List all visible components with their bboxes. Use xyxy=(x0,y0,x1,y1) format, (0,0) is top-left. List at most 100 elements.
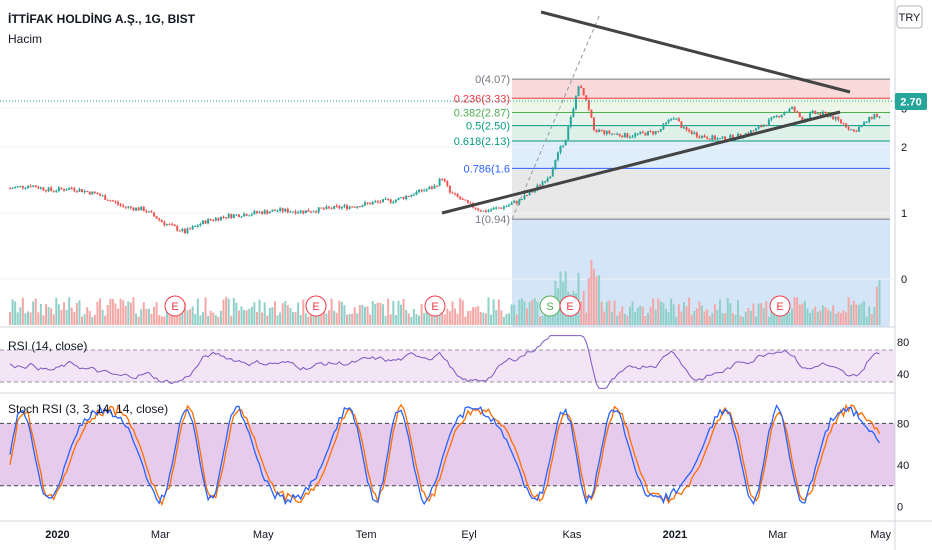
candle-body[interactable] xyxy=(37,187,40,189)
candle-body[interactable] xyxy=(798,112,801,118)
candle-body[interactable] xyxy=(230,214,233,218)
candle-body[interactable] xyxy=(173,224,176,227)
candle-body[interactable] xyxy=(870,116,873,119)
candle-body[interactable] xyxy=(106,199,109,201)
candle-body[interactable] xyxy=(191,226,194,230)
candle-body[interactable] xyxy=(400,197,403,199)
candle-body[interactable] xyxy=(52,190,55,192)
candle-body[interactable] xyxy=(91,191,94,195)
candle-body[interactable] xyxy=(214,218,217,221)
candle-body[interactable] xyxy=(153,212,156,217)
candle-body[interactable] xyxy=(104,195,107,200)
candle-body[interactable] xyxy=(495,207,498,209)
candle-body[interactable] xyxy=(623,133,626,138)
candle-body[interactable] xyxy=(592,117,595,130)
candle-body[interactable] xyxy=(510,203,513,205)
candle-body[interactable] xyxy=(73,188,76,191)
candle-body[interactable] xyxy=(778,115,781,118)
candle-body[interactable] xyxy=(860,125,863,128)
candle-body[interactable] xyxy=(659,128,662,132)
candle-body[interactable] xyxy=(479,210,482,212)
candle-body[interactable] xyxy=(554,159,557,169)
candle-body[interactable] xyxy=(299,210,302,213)
candle-body[interactable] xyxy=(451,192,454,194)
candle-body[interactable] xyxy=(330,207,333,209)
earnings-marker[interactable]: E xyxy=(769,295,791,317)
candle-body[interactable] xyxy=(796,111,799,113)
candle-body[interactable] xyxy=(793,106,796,112)
candle-body[interactable] xyxy=(788,108,791,112)
candle-body[interactable] xyxy=(119,204,122,206)
candle-body[interactable] xyxy=(559,146,562,153)
candle-body[interactable] xyxy=(775,115,778,117)
candle-body[interactable] xyxy=(549,176,552,179)
candle-body[interactable] xyxy=(201,220,204,225)
candle-body[interactable] xyxy=(397,197,400,201)
candle-body[interactable] xyxy=(443,179,446,182)
candle-body[interactable] xyxy=(713,135,716,140)
candle-body[interactable] xyxy=(109,200,112,202)
candle-body[interactable] xyxy=(127,206,130,208)
candle-body[interactable] xyxy=(721,136,724,139)
candle-body[interactable] xyxy=(111,200,114,202)
candle-body[interactable] xyxy=(834,117,837,120)
candle-body[interactable] xyxy=(382,199,385,203)
candle-body[interactable] xyxy=(428,186,431,190)
candle-body[interactable] xyxy=(708,138,711,140)
candle-body[interactable] xyxy=(621,135,624,138)
candle-body[interactable] xyxy=(258,211,261,213)
candle-body[interactable] xyxy=(618,133,621,136)
candle-body[interactable] xyxy=(315,211,318,213)
candle-body[interactable] xyxy=(423,190,426,192)
candle-body[interactable] xyxy=(847,127,850,130)
candle-body[interactable] xyxy=(780,114,783,118)
candle-body[interactable] xyxy=(664,122,667,125)
candle-body[interactable] xyxy=(829,116,832,118)
candle-body[interactable] xyxy=(824,111,827,114)
candle-body[interactable] xyxy=(222,216,225,218)
candle-body[interactable] xyxy=(448,185,451,193)
candle-body[interactable] xyxy=(248,215,251,217)
candle-body[interactable] xyxy=(688,129,691,132)
candle-body[interactable] xyxy=(857,127,860,132)
candle-body[interactable] xyxy=(626,133,629,138)
candle-body[interactable] xyxy=(816,113,819,115)
candle-body[interactable] xyxy=(75,190,78,192)
candle-body[interactable] xyxy=(186,228,189,234)
candle-body[interactable] xyxy=(839,119,842,123)
candle-body[interactable] xyxy=(232,214,235,218)
candle-body[interactable] xyxy=(327,206,330,208)
candle-body[interactable] xyxy=(724,136,727,141)
candle-body[interactable] xyxy=(181,229,184,231)
candle-body[interactable] xyxy=(135,207,138,211)
candle-body[interactable] xyxy=(667,119,670,123)
candle-body[interactable] xyxy=(508,204,511,207)
candle-body[interactable] xyxy=(765,124,768,126)
candle-body[interactable] xyxy=(809,112,812,119)
candle-body[interactable] xyxy=(600,129,603,131)
candle-body[interactable] xyxy=(430,186,433,189)
candle-body[interactable] xyxy=(235,214,238,216)
candle-body[interactable] xyxy=(595,129,598,132)
candle-body[interactable] xyxy=(436,185,439,187)
candle-body[interactable] xyxy=(312,211,315,213)
candle-body[interactable] xyxy=(497,207,500,209)
candle-body[interactable] xyxy=(253,211,256,215)
candle-body[interactable] xyxy=(21,185,24,188)
candle-body[interactable] xyxy=(760,126,763,128)
candle-body[interactable] xyxy=(369,203,372,205)
candle-body[interactable] xyxy=(459,196,462,200)
candle-body[interactable] xyxy=(168,224,171,226)
candle-body[interactable] xyxy=(379,201,382,203)
candle-body[interactable] xyxy=(176,226,179,231)
candle-body[interactable] xyxy=(631,136,634,138)
candle-body[interactable] xyxy=(240,216,243,218)
candle-body[interactable] xyxy=(513,201,516,204)
candle-body[interactable] xyxy=(425,189,428,191)
candle-body[interactable] xyxy=(345,205,348,209)
candle-body[interactable] xyxy=(160,219,163,222)
candle-body[interactable] xyxy=(585,95,588,101)
candle-body[interactable] xyxy=(821,111,824,115)
candle-body[interactable] xyxy=(850,129,853,131)
